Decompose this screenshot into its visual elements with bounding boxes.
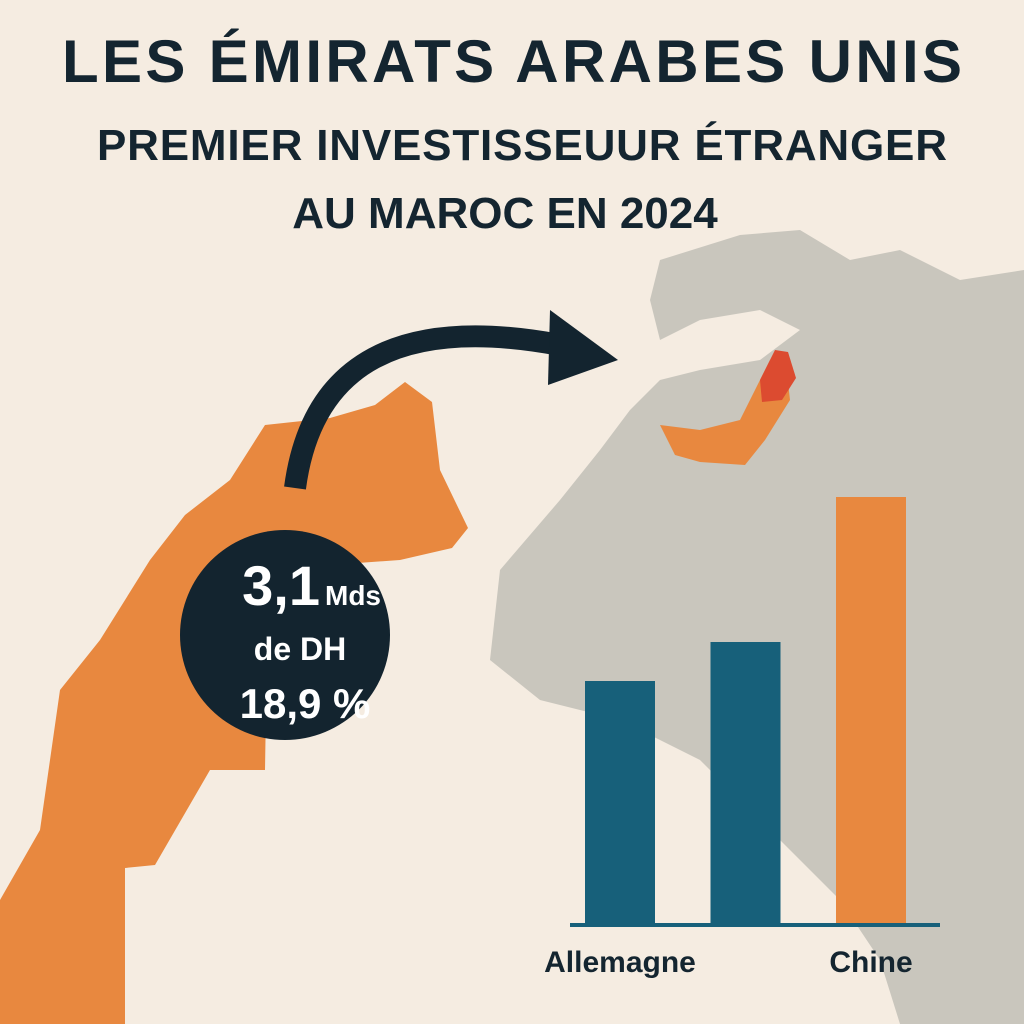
callout-unit: Mds (325, 580, 381, 611)
bar (836, 497, 906, 925)
uae-map (660, 355, 790, 465)
bar (585, 681, 655, 925)
arrow-head (548, 310, 618, 385)
uae-highlight (760, 350, 796, 402)
subtitle-line: PREMIER INVESTISSEUUR ÉTRANGER (97, 120, 947, 170)
callout-currency: de DH (254, 631, 346, 667)
x-tick-label: Chine (829, 946, 912, 979)
bar (710, 642, 781, 925)
x-tick-label: Allemagne (544, 946, 696, 979)
subtitle-line: AU MAROC EN 2024 (292, 189, 718, 238)
arrow (284, 325, 563, 490)
bar-chart: Allemagne Chine (544, 497, 940, 979)
callout-amount: 3,1 (242, 554, 320, 617)
callout-circle (180, 530, 390, 740)
europe-map (940, 320, 1024, 390)
callout-share: 18,9 % (240, 680, 371, 727)
